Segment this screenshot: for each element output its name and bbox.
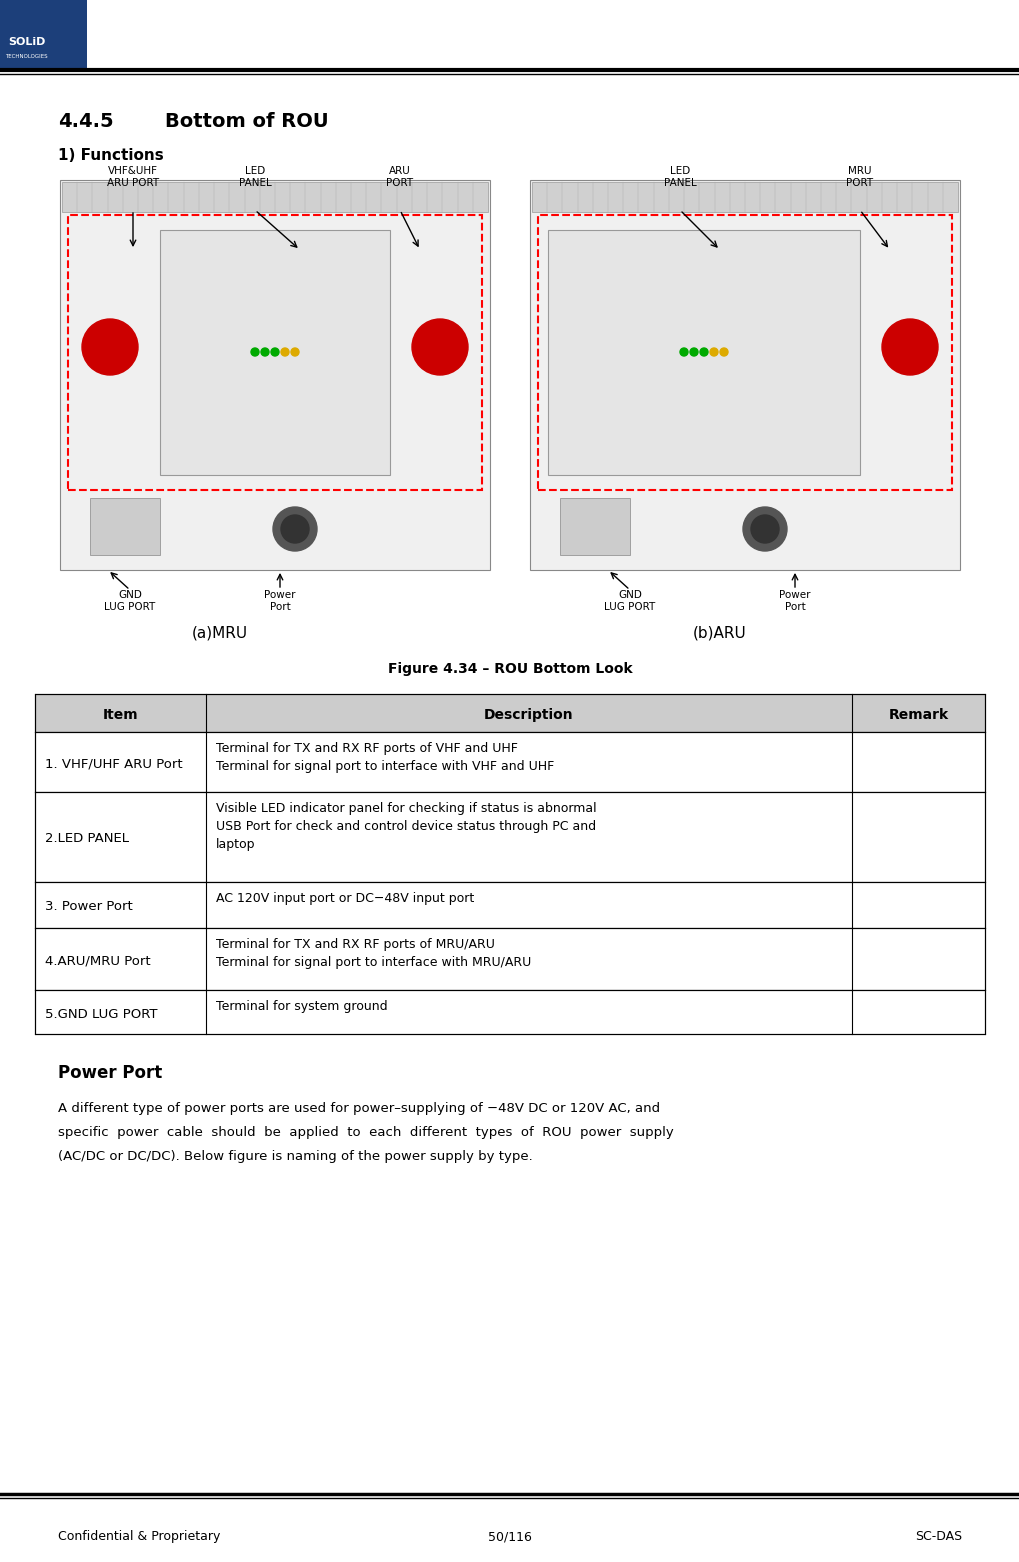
Circle shape: [82, 319, 138, 375]
Circle shape: [261, 348, 269, 356]
Text: Terminal for TX and RX RF ports of VHF and UHF: Terminal for TX and RX RF ports of VHF a…: [216, 742, 518, 754]
Circle shape: [271, 348, 279, 356]
Bar: [559, 498, 630, 555]
Text: Item: Item: [103, 708, 139, 722]
Circle shape: [251, 348, 259, 356]
Circle shape: [280, 348, 288, 356]
Bar: [160, 230, 389, 475]
Text: 3. Power Port: 3. Power Port: [45, 901, 132, 914]
Text: Description: Description: [484, 708, 574, 722]
Text: Terminal for TX and RX RF ports of MRU/ARU: Terminal for TX and RX RF ports of MRU/A…: [216, 939, 494, 951]
Text: 50/116: 50/116: [487, 1531, 532, 1543]
Text: Power
Port: Power Port: [779, 590, 810, 612]
Bar: [35, 990, 984, 1034]
Text: Power Port: Power Port: [58, 1064, 162, 1082]
Bar: [530, 180, 959, 570]
Text: AC 120V input port or DC−48V input port: AC 120V input port or DC−48V input port: [216, 892, 474, 904]
Circle shape: [750, 515, 779, 544]
Text: GND
LUG PORT: GND LUG PORT: [104, 590, 156, 612]
Circle shape: [290, 348, 299, 356]
Text: Figure 4.34 – ROU Bottom Look: Figure 4.34 – ROU Bottom Look: [387, 662, 632, 676]
Text: Visible LED indicator panel for checking if status is abnormal: Visible LED indicator panel for checking…: [216, 801, 596, 815]
Text: (AC/DC or DC/DC). Below figure is naming of the power supply by type.: (AC/DC or DC/DC). Below figure is naming…: [58, 1150, 532, 1164]
Bar: [35, 883, 984, 928]
Bar: [532, 183, 957, 212]
Circle shape: [881, 319, 937, 375]
Text: Bottom of ROU: Bottom of ROU: [165, 112, 328, 131]
Text: (b)ARU: (b)ARU: [693, 625, 746, 640]
Circle shape: [273, 508, 317, 551]
Bar: [35, 733, 984, 792]
Text: LED
PANEL: LED PANEL: [663, 167, 696, 187]
Bar: [35, 928, 984, 990]
Text: GND
LUG PORT: GND LUG PORT: [604, 590, 655, 612]
Text: A different type of power ports are used for power–supplying of −48V DC or 120V : A different type of power ports are used…: [58, 1103, 659, 1115]
Bar: [62, 183, 487, 212]
Text: Power
Port: Power Port: [264, 590, 296, 612]
Circle shape: [699, 348, 707, 356]
Text: TECHNOLOGIES: TECHNOLOGIES: [5, 55, 48, 59]
Bar: [0, 0, 87, 69]
Bar: [537, 216, 951, 490]
Bar: [90, 498, 160, 555]
Text: 4.4.5: 4.4.5: [58, 112, 113, 131]
Text: (a)MRU: (a)MRU: [192, 625, 248, 640]
Text: ARU
PORT: ARU PORT: [386, 167, 413, 187]
Bar: [60, 180, 489, 570]
Text: LED
PANEL: LED PANEL: [238, 167, 271, 187]
Text: Terminal for signal port to interface with MRU/ARU: Terminal for signal port to interface wi…: [216, 956, 531, 968]
Bar: [35, 792, 984, 883]
Text: 5.GND LUG PORT: 5.GND LUG PORT: [45, 1007, 157, 1020]
Text: 4.ARU/MRU Port: 4.ARU/MRU Port: [45, 954, 151, 967]
Circle shape: [280, 515, 309, 544]
Text: SC-DAS: SC-DAS: [914, 1531, 961, 1543]
Bar: [68, 216, 482, 490]
Bar: [35, 694, 984, 733]
Circle shape: [689, 348, 697, 356]
Text: 1) Functions: 1) Functions: [58, 148, 164, 162]
Text: VHF&UHF
ARU PORT: VHF&UHF ARU PORT: [107, 167, 159, 187]
Text: 2.LED PANEL: 2.LED PANEL: [45, 833, 128, 845]
Bar: [547, 230, 859, 475]
Circle shape: [709, 348, 717, 356]
Text: Remark: Remark: [888, 708, 948, 722]
Text: MRU
PORT: MRU PORT: [846, 167, 872, 187]
Text: USB Port for check and control device status through PC and: USB Port for check and control device st…: [216, 820, 595, 833]
Text: Terminal for system ground: Terminal for system ground: [216, 1000, 387, 1014]
Text: Confidential & Proprietary: Confidential & Proprietary: [58, 1531, 220, 1543]
Circle shape: [680, 348, 688, 356]
Circle shape: [742, 508, 787, 551]
Circle shape: [719, 348, 728, 356]
Text: SOLiD: SOLiD: [8, 37, 45, 47]
Text: Terminal for signal port to interface with VHF and UHF: Terminal for signal port to interface wi…: [216, 761, 553, 773]
Text: laptop: laptop: [216, 837, 255, 851]
Text: 1. VHF/UHF ARU Port: 1. VHF/UHF ARU Port: [45, 758, 182, 770]
Circle shape: [412, 319, 468, 375]
Text: specific  power  cable  should  be  applied  to  each  different  types  of  ROU: specific power cable should be applied t…: [58, 1126, 674, 1139]
